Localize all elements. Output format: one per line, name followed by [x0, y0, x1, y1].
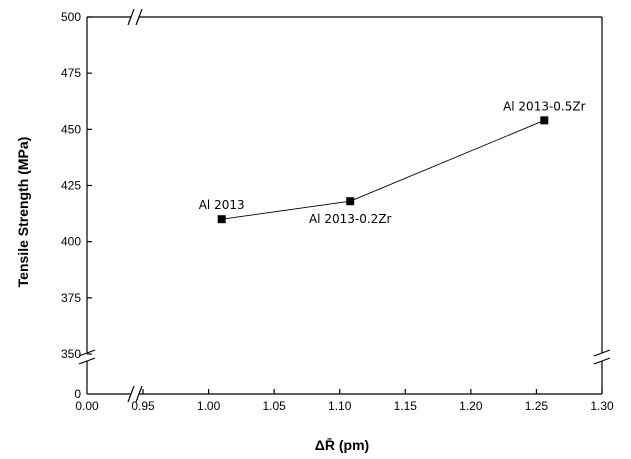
x-tick-label: 1.15	[394, 399, 418, 413]
x-break-top-a	[127, 8, 135, 26]
x-origin-label: 0.00	[75, 399, 99, 413]
y-break-left-a	[78, 349, 96, 357]
y-tick-label: 500	[61, 10, 81, 24]
y-tick-label: 425	[61, 179, 81, 193]
series-line	[221, 119, 545, 220]
y-break-left	[78, 349, 96, 365]
data-point-label: Al 2013-0.5Zr	[503, 99, 586, 113]
x-tick-label: 1.10	[328, 399, 352, 413]
y-tick-label: 475	[61, 66, 81, 80]
y-tick-label: 375	[61, 291, 81, 305]
y-tick-label: 450	[61, 122, 81, 136]
y-break-left-b	[78, 357, 96, 365]
x-break-bottom	[127, 385, 143, 403]
data-point	[540, 116, 549, 125]
data-point	[217, 215, 226, 224]
x-tick-label: 1.00	[197, 399, 221, 413]
data-point-label: Al 2013	[199, 198, 245, 212]
x-tick-label: 1.30	[590, 399, 614, 413]
y-tick-label: 350	[61, 347, 81, 361]
x-tick-label: 1.05	[262, 399, 286, 413]
y-break-right	[593, 349, 611, 365]
data-point	[346, 197, 355, 206]
x-tick-label: 0.95	[131, 399, 155, 413]
x-axis-title: ΔR̄ (pm)	[315, 436, 369, 453]
x-break-bottom-a	[127, 385, 135, 403]
y-origin-label: 0	[74, 387, 81, 401]
data-point-label: Al 2013-0.2Zr	[309, 212, 392, 226]
x-tick-label: 1.25	[525, 399, 549, 413]
y-axis-title: Tensile Strength (MPa)	[15, 137, 31, 288]
y-break-right-a	[593, 349, 611, 357]
x-break-bottom-b	[135, 385, 143, 403]
y-tick-label: 400	[61, 235, 81, 249]
x-break-top	[127, 8, 143, 26]
x-break-top-b	[135, 8, 143, 26]
x-tick-label: 1.20	[459, 399, 483, 413]
y-break-right-b	[593, 357, 611, 365]
